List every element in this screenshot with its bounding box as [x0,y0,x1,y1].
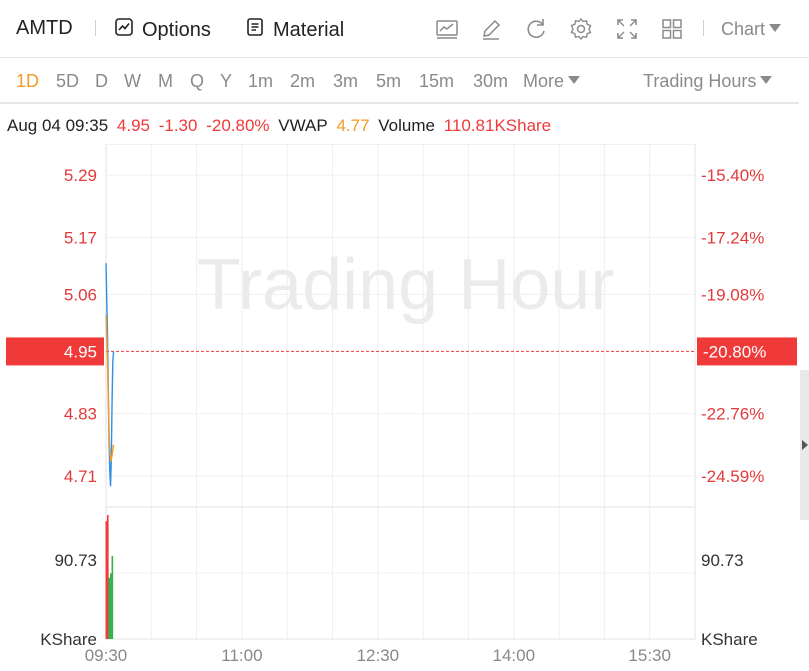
current-price-label: 4.95 [64,342,97,361]
reset-icon[interactable] [523,16,549,42]
quote-time: Aug 04 09:35 [7,116,109,135]
chart-watermark: Trading Hour [197,245,615,325]
options-button[interactable]: Options [114,17,211,43]
plot-frame [105,144,696,640]
divider [703,20,704,36]
current-price-badge [6,337,104,366]
more-label: More [523,71,565,91]
period-tab-5m[interactable]: 5m [376,71,402,91]
price-tick-label: 4.83 [64,405,97,424]
options-label: Options [142,18,211,41]
period-tab-y[interactable]: Y [220,71,233,91]
time-tick-label: 11:00 [221,646,262,665]
vwap-label: VWAP [278,116,328,135]
time-tick-label: 15:30 [628,646,671,665]
chart-type-label: Chart [721,19,766,39]
period-tab-3m[interactable]: 3m [333,71,359,91]
vwap-value: 4.77 [336,116,370,135]
series-line-price [105,263,115,487]
fullscreen-icon[interactable] [614,16,640,42]
trading-hours-dropdown[interactable]: Trading Hours [643,71,773,92]
period-tab-30m[interactable]: 30m [473,71,509,91]
period-tab-15m[interactable]: 15m [419,71,455,91]
period-tab-2m[interactable]: 2m [290,71,316,91]
volume-tick-label: 90.73 [54,551,97,570]
volume-tick-label-right: 90.73 [701,551,744,570]
material-button[interactable]: Material [245,17,344,43]
current-pct-label: -20.80% [703,342,766,361]
period-tabs: 1D 5D D W M Q Y 1m 2m 3m 5m 15m 30m More Trading Hou… [0,58,799,104]
volume-bar [105,521,108,639]
volume-label: Volume [378,116,435,135]
price-tick-label: 5.29 [64,166,97,185]
pct-tick-label: -15.40% [701,166,764,185]
stock-symbol: AMTD [16,17,73,39]
volume-value: 110.81KShare [443,116,552,135]
volume-bar [111,556,114,639]
price-tick-label: 4.71 [64,467,97,486]
price-tick-label: 5.17 [64,228,97,247]
volume-bar [108,577,111,639]
quote-price: 4.95 [116,116,150,135]
settings-icon[interactable] [568,16,594,42]
document-icon [245,17,265,43]
period-tab-d[interactable]: D [95,71,108,91]
period-tab-q[interactable]: Q [190,71,205,91]
trading-hours-label: Trading Hours [643,71,757,91]
expand-arrow-icon[interactable] [802,440,808,450]
volume-unit-label: KShare [40,630,97,649]
draw-icon[interactable] [478,16,504,42]
material-label: Material [273,18,345,41]
current-pct-badge [697,337,797,366]
divider [95,20,96,36]
time-tick-label: 14:00 [492,646,535,665]
volume-bar [107,515,109,639]
time-tick-label: 12:30 [357,646,400,665]
price-tick-label: 5.06 [64,285,97,304]
quote-change-pct: -20.80% [206,116,270,135]
period-tab-5d[interactable]: 5D [56,71,80,91]
options-icon [114,17,134,43]
pct-tick-label: -17.24% [701,228,764,247]
period-tab-1d[interactable]: 1D [16,71,40,91]
indicator-icon[interactable] [434,16,460,42]
period-tab-w[interactable]: W [124,71,141,91]
period-tab-1m[interactable]: 1m [248,71,274,91]
quote-change: -1.30 [158,116,198,135]
chart-type-select[interactable]: Chart [721,19,782,40]
time-tick-label: 09:30 [85,646,128,665]
period-tab-m[interactable]: M [158,71,173,91]
more-periods-dropdown[interactable]: More [523,71,581,92]
pct-tick-label: -24.59% [701,467,764,486]
series-line-vwap [105,315,115,462]
chart-toolbar: AMTD Options Material Chart [0,0,809,58]
volume-unit-label-right: KShare [701,630,758,649]
intraday-chart[interactable]: Trading Hour 5.29 -15.40% 5.17 -17.24% 5.06 -1… [0,144,809,671]
chevron-down-icon [769,24,782,32]
layout-icon[interactable] [659,16,685,42]
pct-tick-label: -22.76% [701,405,764,424]
pct-tick-label: -19.08% [701,285,764,304]
chevron-down-icon [568,76,581,84]
volume-bar [110,573,112,639]
chevron-down-icon [760,76,773,84]
quote-info-bar: Aug 04 09:35 4.95 -1.30 -20.80% VWAP 4.7… [7,116,555,136]
